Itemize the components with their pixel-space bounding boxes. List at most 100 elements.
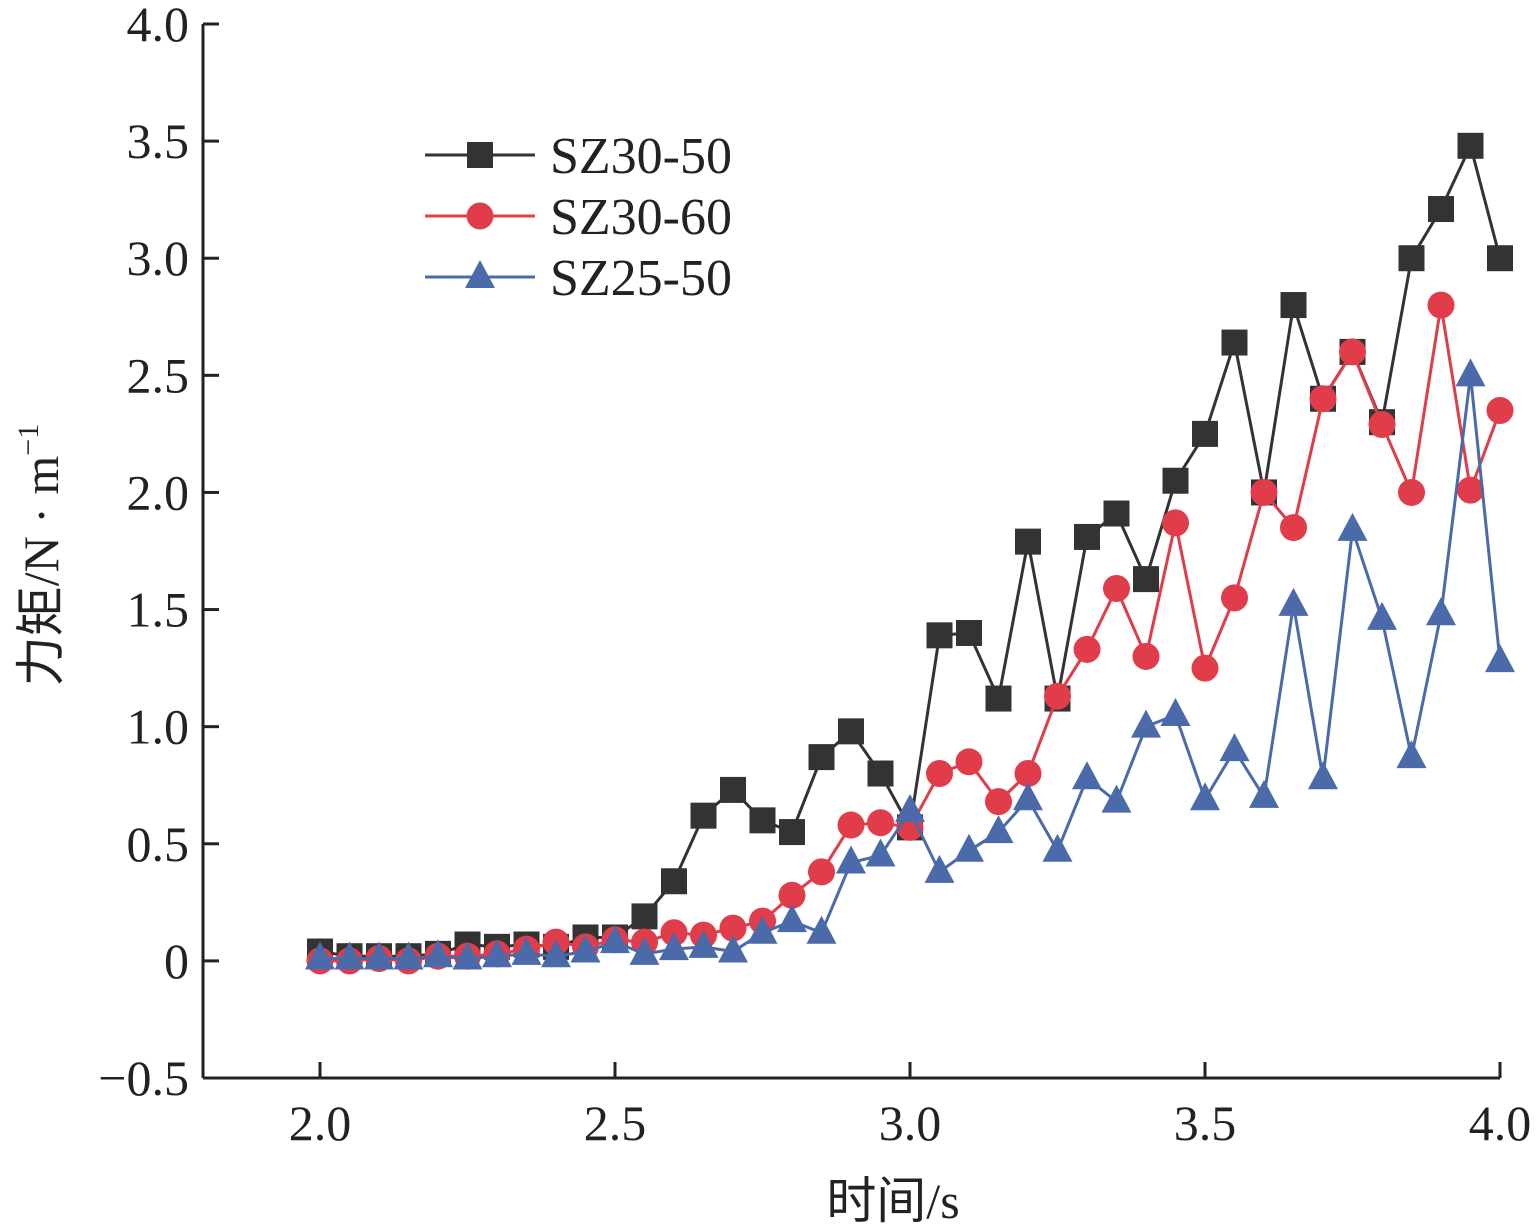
data-point: [1427, 291, 1455, 319]
legend-marker: [466, 202, 494, 230]
x-axis-title: 时间/s: [826, 1173, 959, 1229]
data-point: [1337, 512, 1368, 541]
series-SZ30-60: [306, 291, 1514, 975]
data-point: [720, 776, 746, 803]
data-point: [1014, 760, 1042, 788]
legend-label: SZ30-50: [550, 128, 732, 185]
data-point: [836, 845, 866, 874]
data-point: [482, 939, 512, 968]
data-point: [1133, 566, 1159, 593]
data-point: [1044, 682, 1071, 710]
data-point: [1103, 574, 1130, 602]
data-point: [1072, 761, 1102, 790]
data-point: [1132, 642, 1160, 670]
y-tick-label: 1.0: [127, 699, 190, 755]
y-tick-label: 3.0: [127, 230, 190, 286]
data-point: [661, 868, 687, 895]
series-SZ30-50: [307, 132, 1513, 970]
data-point: [1398, 478, 1425, 506]
data-point: [983, 815, 1014, 844]
data-point: [1190, 782, 1220, 811]
data-point: [1457, 476, 1484, 504]
data-point: [837, 811, 865, 839]
data-point: [423, 939, 453, 968]
data-point: [808, 744, 835, 771]
data-point: [954, 833, 984, 862]
y-axis-title-superscript: −1: [12, 424, 45, 456]
data-point: [1396, 740, 1427, 769]
data-point: [926, 760, 953, 788]
data-point: [690, 802, 717, 829]
data-point: [541, 939, 571, 968]
data-point: [1487, 245, 1513, 272]
data-point: [1015, 528, 1041, 555]
data-point: [747, 915, 778, 944]
x-tick-label: 2.0: [289, 1095, 352, 1151]
data-point: [1426, 597, 1456, 626]
data-point: [1367, 601, 1397, 630]
data-point: [1221, 584, 1248, 612]
data-point: [1249, 779, 1279, 808]
x-tick-label: 3.5: [1174, 1095, 1237, 1151]
data-point: [806, 915, 837, 944]
legend-entry: SZ30-60: [425, 189, 732, 246]
data-point: [777, 904, 807, 933]
data-point: [1103, 500, 1130, 527]
data-point: [838, 718, 864, 745]
y-tick-label: 1.5: [127, 582, 190, 638]
data-point: [659, 932, 689, 961]
y-tick-label: 3.5: [127, 113, 190, 169]
data-point: [956, 619, 982, 646]
legend-entry: SZ25-50: [425, 250, 732, 307]
data-point: [600, 925, 630, 954]
data-point: [1250, 478, 1278, 506]
data-point: [808, 858, 835, 886]
data-point: [1278, 587, 1309, 616]
data-point: [1131, 709, 1161, 738]
data-point: [1191, 654, 1219, 682]
plot-area: [305, 132, 1515, 975]
data-point: [1013, 782, 1043, 811]
data-point: [985, 685, 1012, 712]
data-point: [749, 807, 776, 834]
y-tick-label: −0.5: [98, 1050, 189, 1106]
data-point: [1073, 635, 1101, 663]
y-tick-label: 0.5: [127, 816, 190, 872]
series-line: [320, 375, 1502, 961]
data-point: [1368, 411, 1396, 439]
data-point: [1101, 784, 1132, 813]
data-point: [1219, 733, 1250, 762]
data-point: [1308, 761, 1338, 790]
data-point: [955, 748, 983, 776]
data-point: [1192, 420, 1218, 447]
data-point: [867, 760, 894, 787]
data-point: [688, 929, 719, 958]
y-tick-label: 0: [164, 933, 189, 989]
y-axis-title-text: 力矩/N · m: [13, 456, 69, 687]
data-point: [1162, 509, 1189, 537]
data-point: [865, 838, 896, 867]
legend-entry: SZ30-50: [425, 128, 732, 185]
data-point: [452, 941, 483, 970]
y-tick-label: 4.0: [127, 0, 190, 52]
data-point: [867, 809, 894, 837]
data-point: [305, 941, 335, 970]
data-point: [1280, 292, 1307, 319]
data-point: [895, 793, 925, 822]
data-point: [1309, 385, 1337, 413]
data-point: [1221, 329, 1248, 356]
x-tick-label: 2.5: [584, 1095, 647, 1151]
y-tick-label: 2.0: [127, 464, 190, 520]
data-point: [1428, 196, 1454, 223]
x-tick-label: 3.0: [879, 1095, 942, 1151]
series-SZ25-50: [305, 358, 1515, 970]
data-point: [924, 854, 955, 883]
y-axis-title: 力矩/N · m−1: [12, 424, 69, 686]
data-point: [1074, 523, 1100, 550]
data-point: [778, 881, 806, 909]
data-point: [779, 819, 805, 846]
data-point: [1162, 467, 1189, 494]
